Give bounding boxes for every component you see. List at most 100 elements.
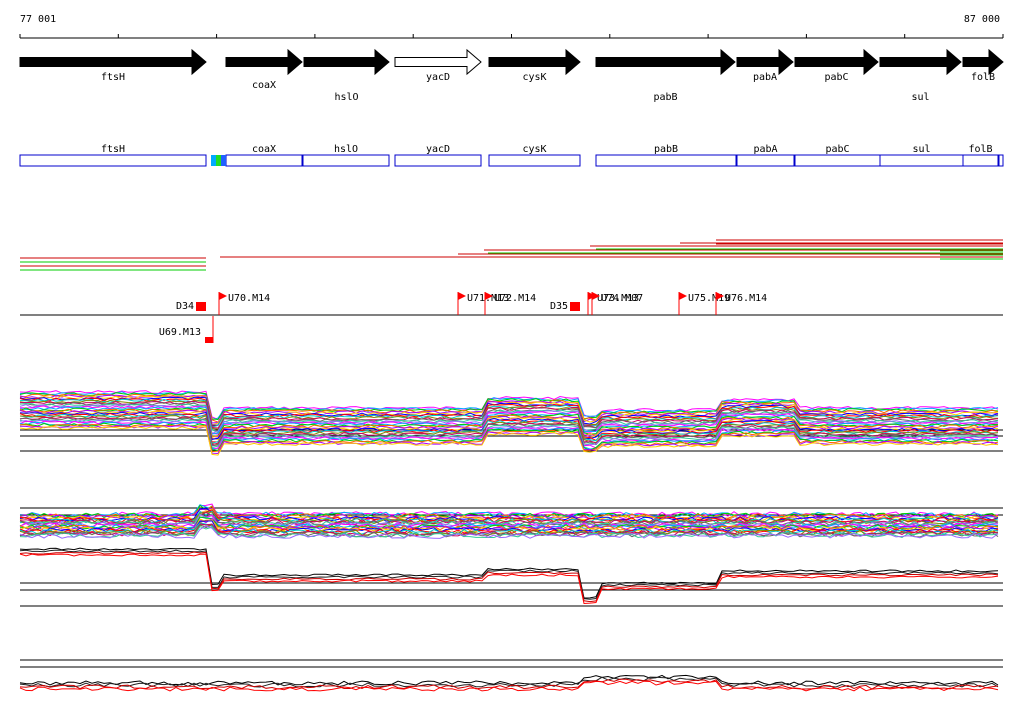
gene-arrow-label: hslO <box>334 92 358 103</box>
gene-arrow-sul[interactable] <box>879 48 962 76</box>
feature-flag-marker[interactable] <box>458 292 466 300</box>
profile-line <box>19 413 999 444</box>
feature-block-marker[interactable] <box>570 302 580 311</box>
profile-line <box>19 404 999 435</box>
coord-end-label: 87 000 <box>964 14 1000 25</box>
gene-box-ftsH[interactable] <box>19 154 207 167</box>
profile-line <box>19 520 999 534</box>
feature-label: U70.M14 <box>228 293 270 304</box>
gene-box-pabB[interactable] <box>595 154 737 167</box>
gene-box-accent <box>221 155 226 166</box>
gene-arrow-label: cysK <box>522 72 546 83</box>
gene-box-accent <box>216 155 221 166</box>
gene-box-coaX[interactable] <box>225 154 303 167</box>
gene-box-label: yacD <box>426 144 450 155</box>
gene-box-tail <box>998 154 1004 167</box>
profile-track-colored-2 <box>19 503 1003 539</box>
profile-line <box>19 680 999 692</box>
profile-track-red-black <box>19 547 1003 607</box>
gene-arrow-label: sul <box>911 92 929 103</box>
feature-label: U71.M13 <box>467 293 509 304</box>
feature-label: U72.M14 <box>494 293 536 304</box>
gene-arrow-track: ftsH coaX hslO yacD cysK pabB pabA pabC sul folB <box>19 48 1004 103</box>
profile-line <box>19 422 999 451</box>
feature-flag-marker[interactable] <box>679 292 687 300</box>
profile-line <box>19 522 999 535</box>
coordinate-ruler: 77 001 87 000 <box>19 14 1004 39</box>
feature-flag-marker[interactable] <box>592 292 600 300</box>
feature-flag-marker[interactable] <box>205 337 213 343</box>
gene-box-label: pabC <box>825 144 849 155</box>
feature-label: D34 <box>176 301 194 312</box>
feature-label: U74.M07 <box>601 293 643 304</box>
gene-box-yacD[interactable] <box>394 154 482 167</box>
ruler-ticks <box>19 34 1004 38</box>
gene-arrow-hslO[interactable] <box>303 48 390 76</box>
feature-flag-marker[interactable] <box>716 292 724 300</box>
gene-box-hslO[interactable] <box>302 154 390 167</box>
gene-box-pabC[interactable] <box>794 154 881 167</box>
profile-line <box>19 549 999 600</box>
profile-line <box>19 423 999 453</box>
gene-arrow-pabA[interactable] <box>736 48 794 76</box>
profile-line <box>19 396 999 426</box>
profile-line <box>19 551 999 603</box>
gene-box-label: hslO <box>334 144 358 155</box>
gene-arrow-cysK[interactable] <box>488 48 581 76</box>
gene-box-label: pabB <box>654 144 678 155</box>
feature-flag-marker[interactable] <box>485 292 493 300</box>
gene-box-accent <box>211 155 216 166</box>
gene-arrow-label: folB <box>971 72 995 83</box>
profile-line <box>19 405 999 435</box>
profile-line <box>19 390 999 421</box>
feature-label: U76.M14 <box>725 293 767 304</box>
gene-box-pabA[interactable] <box>736 154 795 167</box>
profile-line <box>19 547 999 599</box>
profile-line <box>19 513 999 527</box>
gene-arrow-label: ftsH <box>101 72 125 83</box>
profile-line <box>19 505 999 520</box>
gene-arrow-label: pabA <box>753 72 777 83</box>
gene-box-track: ftsH coaX hslO yacD cysK pabB pabA pabC sul folB <box>19 144 1004 167</box>
profile-line <box>19 399 999 430</box>
profile-line <box>19 525 999 539</box>
feature-block-marker[interactable] <box>196 302 206 311</box>
gene-arrow-label: yacD <box>426 72 450 83</box>
gene-box-cysK[interactable] <box>488 154 581 167</box>
gene-arrow-pabB[interactable] <box>595 48 736 76</box>
profile-line <box>19 676 999 688</box>
gene-arrow-label: pabC <box>824 72 848 83</box>
gene-arrow-folB[interactable] <box>962 48 1004 76</box>
gene-arrow-pabC[interactable] <box>794 48 879 76</box>
profile-line <box>19 674 999 686</box>
profile-line <box>19 513 999 528</box>
profile-track-red-black-2 <box>19 659 1003 692</box>
profile-line <box>19 525 999 539</box>
gene-box-label: folB <box>968 144 992 155</box>
gene-box-sul[interactable] <box>879 154 964 167</box>
gene-arrow-ftsH[interactable] <box>19 48 207 76</box>
gene-arrow-yacD[interactable] <box>394 48 482 76</box>
alignment-lines-track <box>20 239 1003 271</box>
gene-box-label: pabA <box>753 144 777 155</box>
gene-box-folB[interactable] <box>962 154 999 167</box>
profile-line <box>19 426 999 456</box>
profile-track-colored <box>19 390 1003 456</box>
profile-line <box>19 410 999 441</box>
gene-box-label: ftsH <box>101 144 125 155</box>
feature-label: U75.M19 <box>688 293 730 304</box>
gene-box-label: coaX <box>252 144 276 155</box>
profile-line <box>19 416 999 446</box>
profile-line <box>19 409 999 440</box>
profile-line <box>19 516 999 531</box>
profile-line <box>19 553 999 605</box>
gene-arrow-coaX[interactable] <box>225 48 303 76</box>
feature-label: D35 <box>550 301 568 312</box>
profile-line <box>19 518 999 533</box>
gene-box-label: cysK <box>522 144 546 155</box>
gene-arrow-label: pabB <box>653 92 677 103</box>
feature-label: U73.M13 <box>597 293 639 304</box>
coord-start-label: 77 001 <box>20 14 56 25</box>
feature-flag-marker[interactable] <box>219 292 227 300</box>
